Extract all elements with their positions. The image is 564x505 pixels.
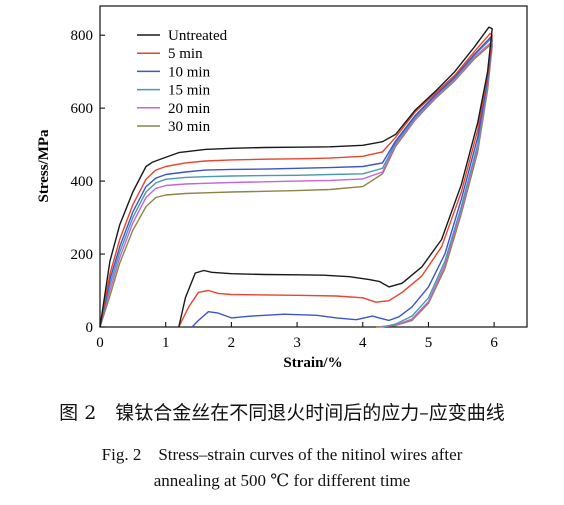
axis-layer: 0 1 2 3 4 5 6 0 200 400 600 800 bbox=[71, 28, 499, 351]
y-tick-label: 200 bbox=[71, 247, 94, 263]
caption-english-line2: annealing at 500 ℃ for different time bbox=[153, 471, 411, 490]
legend-label-15-min: 15 min bbox=[168, 83, 211, 99]
legend-label-untreated: Untreated bbox=[168, 28, 228, 44]
y-tick-label: 800 bbox=[71, 28, 94, 44]
series-line-15-min bbox=[99, 38, 493, 328]
y-axis-label: Stress/MPa bbox=[36, 129, 52, 203]
series-layer bbox=[99, 26, 493, 328]
y-tick-label: 0 bbox=[86, 320, 94, 336]
series-line-5-min bbox=[99, 32, 493, 328]
series-line-untreated bbox=[99, 26, 493, 328]
legend-label-20-min: 20 min bbox=[168, 101, 211, 117]
x-tick-label: 6 bbox=[490, 335, 498, 351]
legend-label-5-min: 5 min bbox=[168, 46, 203, 62]
x-axis-label: Strain/% bbox=[283, 355, 342, 371]
x-tick-label: 1 bbox=[162, 335, 170, 351]
x-tick-label: 4 bbox=[359, 335, 367, 351]
legend-label-30-min: 30 min bbox=[168, 119, 211, 135]
y-tick-label: 600 bbox=[71, 101, 94, 117]
legend: Untreated 5 min 10 min 15 min 20 min 30 min bbox=[137, 28, 228, 135]
caption-english-line1: Fig. 2 Stress–strain curves of the nitin… bbox=[101, 445, 463, 464]
series-line-30-min bbox=[99, 43, 493, 328]
legend-label-10-min: 10 min bbox=[168, 64, 211, 80]
y-tick-label: 400 bbox=[71, 174, 94, 190]
plot-frame bbox=[99, 5, 528, 328]
x-tick-label: 2 bbox=[228, 335, 236, 351]
x-tick-label: 5 bbox=[425, 335, 433, 351]
x-tick-label: 3 bbox=[293, 335, 301, 351]
series-line-20-min bbox=[99, 41, 493, 328]
x-tick-label: 0 bbox=[96, 335, 104, 351]
caption-chinese: 图 2 镍钛合金丝在不同退火时间后的应力–应变曲线 bbox=[59, 402, 505, 424]
